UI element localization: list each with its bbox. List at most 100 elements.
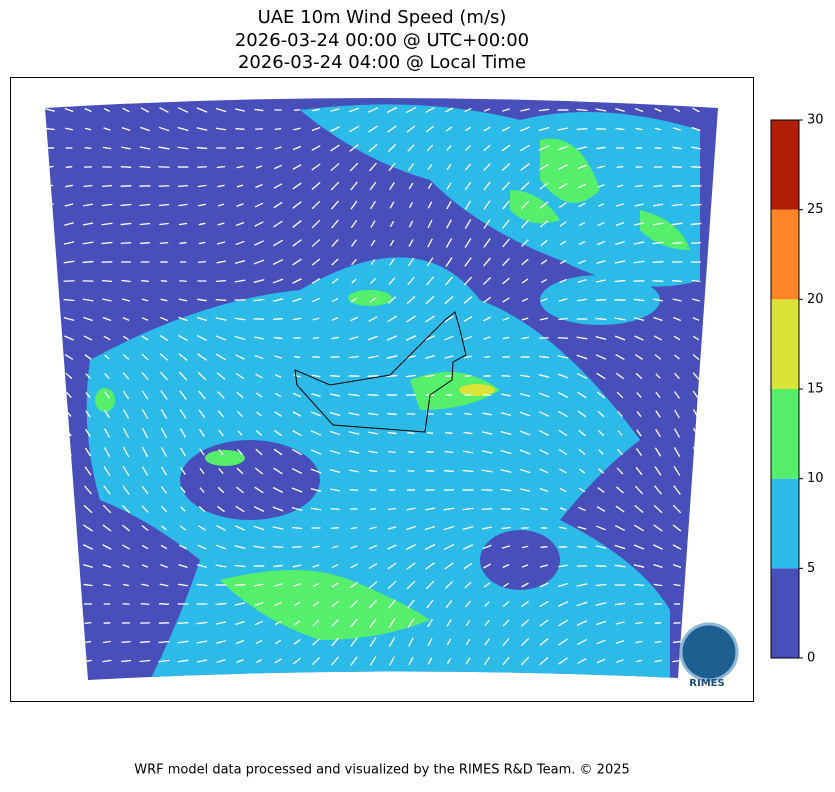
wind-arrow xyxy=(445,433,453,434)
wind-arrow xyxy=(655,623,661,624)
wind-arrow xyxy=(672,186,682,187)
wind-arrow xyxy=(330,376,340,377)
colorbar-tick-label: 20 xyxy=(807,292,824,307)
wind-arrow xyxy=(159,167,170,168)
wind-arrow xyxy=(102,186,112,187)
title-line: 2026-03-24 04:00 @ Local Time xyxy=(238,52,526,73)
wind-arrow xyxy=(64,585,74,586)
wind-arrow xyxy=(235,129,244,130)
wind-arrow xyxy=(103,642,111,643)
wind-arrow xyxy=(160,243,168,244)
wind-arrow xyxy=(47,487,54,493)
wind-arrow xyxy=(178,623,189,624)
wind-arrow xyxy=(121,243,132,244)
title-line: 2026-03-24 00:00 @ UTC+00:00 xyxy=(235,30,529,51)
wind-arrow xyxy=(45,603,55,605)
wind-arrow xyxy=(46,242,55,245)
wind-arrow xyxy=(140,167,151,168)
wind-arrow xyxy=(235,585,246,586)
wind-arrow xyxy=(45,261,55,263)
wind-arrow xyxy=(66,660,72,662)
wind-arrow xyxy=(65,622,73,623)
wind-arrow xyxy=(541,547,548,548)
wind-arrow xyxy=(653,262,664,263)
wind-arrow xyxy=(446,414,452,415)
title-line: UAE 10m Wind Speed (m/s) xyxy=(258,7,507,28)
wind-arrow xyxy=(45,526,55,531)
wind-arrow xyxy=(370,509,376,510)
wind-arrow xyxy=(294,357,300,358)
wind-arrow xyxy=(273,319,283,320)
colorbar-tick-label: 15 xyxy=(807,382,824,397)
wind-arrow xyxy=(634,585,644,586)
wind-arrow xyxy=(85,623,92,624)
wind-arrow xyxy=(368,376,379,377)
wind-arrow xyxy=(292,547,301,548)
wind-arrow xyxy=(45,565,56,566)
wind-arrow xyxy=(331,528,339,529)
wind-arrow xyxy=(141,281,149,282)
high-wind xyxy=(459,384,495,396)
wind-arrow xyxy=(673,642,681,643)
wind-arrow xyxy=(47,411,52,416)
colorbar-tick-label: 10 xyxy=(807,471,824,486)
wind-arrow xyxy=(691,167,701,168)
wind-arrow xyxy=(197,148,207,149)
wind-arrow xyxy=(46,660,53,663)
wind-arrow xyxy=(692,525,699,531)
wind-arrow xyxy=(502,357,510,358)
wind-arrow xyxy=(692,604,699,605)
footer: WRF model data processed and visualized … xyxy=(134,763,630,778)
wind-arrow xyxy=(672,281,682,282)
wind-arrow xyxy=(64,565,74,567)
colorbar-tick-label: 5 xyxy=(807,561,815,576)
wind-arrow xyxy=(407,433,414,434)
wind-arrow xyxy=(121,642,130,643)
colorbar-segment xyxy=(771,120,799,210)
wind-arrow xyxy=(47,392,53,398)
wind-arrow xyxy=(444,471,454,472)
wind-arrow xyxy=(140,243,150,244)
wind-arrow xyxy=(482,490,493,491)
wind-arrow xyxy=(45,318,56,320)
wind-arrow xyxy=(65,641,72,643)
colorbar-segment xyxy=(771,479,799,569)
wind-arrow xyxy=(83,262,94,263)
wind-arrow xyxy=(121,167,131,168)
wind-arrow xyxy=(693,545,700,549)
colorbar-tick-label: 0 xyxy=(807,651,815,666)
wind-arrow xyxy=(45,336,55,340)
wind-arrow xyxy=(141,604,150,605)
wind-arrow xyxy=(216,300,227,301)
wind-arrow xyxy=(66,167,72,168)
wind-arrow xyxy=(558,338,568,339)
wind-arrow xyxy=(693,584,699,585)
wind-arrow xyxy=(693,565,699,567)
wind-arrow xyxy=(368,395,379,396)
wind-arrow xyxy=(216,281,226,282)
wind-arrow xyxy=(122,604,129,605)
logo-mark xyxy=(681,624,737,680)
wind-arrow xyxy=(236,148,244,149)
wind-arrow xyxy=(85,148,92,149)
wind-arrow xyxy=(47,468,53,474)
wind-arrow xyxy=(46,373,54,379)
wind-arrow xyxy=(66,467,72,474)
wind-arrow xyxy=(64,545,74,549)
wind-arrow xyxy=(180,243,187,244)
wind-arrow xyxy=(427,433,433,434)
wind-arrow xyxy=(159,604,169,605)
wind-arrow xyxy=(387,414,397,415)
wind-arrow xyxy=(140,642,150,643)
wind-arrow xyxy=(654,148,661,149)
colorbar-segment xyxy=(771,210,799,300)
wind-arrow xyxy=(408,452,414,453)
wind-arrow xyxy=(482,509,493,510)
wind-arrow xyxy=(46,506,54,512)
wind-arrow xyxy=(198,262,206,263)
wind-arrow xyxy=(693,447,698,457)
wind-arrow xyxy=(45,622,54,624)
